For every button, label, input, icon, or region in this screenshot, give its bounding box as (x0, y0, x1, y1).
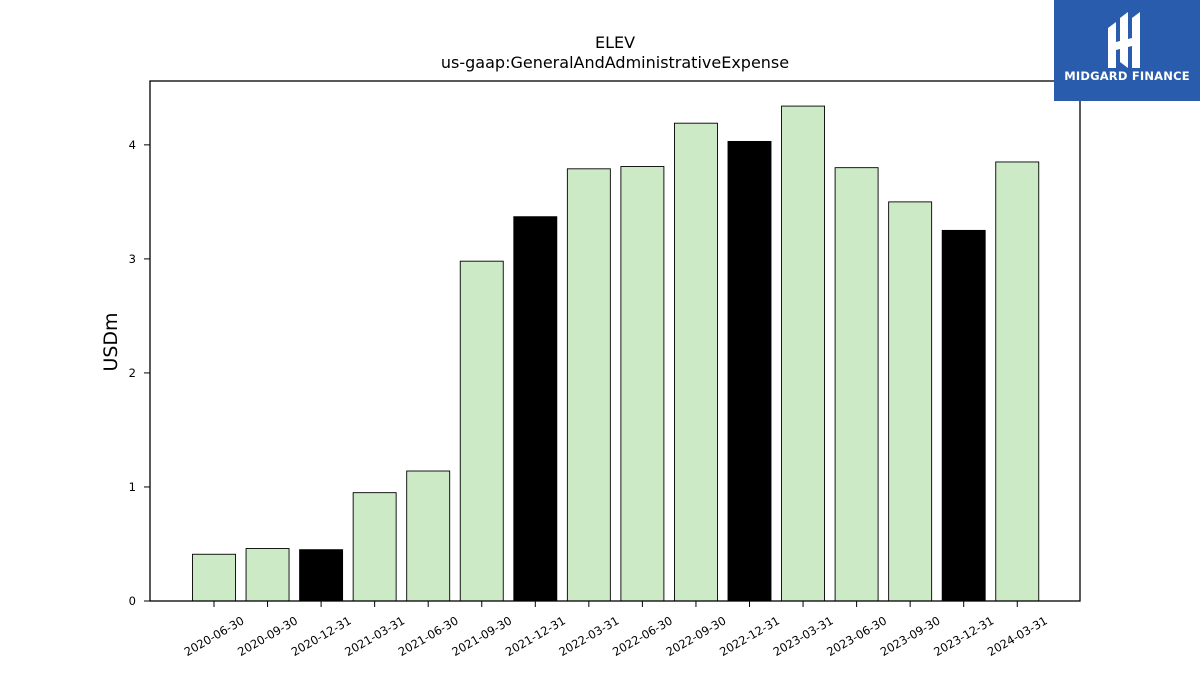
bar-2020-06-30 (192, 553, 236, 602)
y-tick-label: 2 (129, 366, 136, 380)
x-tick-label: 2021-03-31 (342, 613, 407, 659)
y-tick-label: 4 (129, 138, 136, 152)
x-tick-label: 2023-03-31 (771, 613, 836, 659)
bars-group (192, 105, 1040, 602)
bar-2023-12-31 (941, 229, 986, 602)
bar-2023-06-30 (834, 167, 879, 602)
chart-subtitle: us-gaap:GeneralAndAdministrativeExpense (441, 53, 789, 72)
x-tick-label: 2022-03-31 (556, 613, 621, 659)
x-tick-label: 2021-06-30 (396, 613, 461, 659)
bar-2021-06-30 (406, 470, 451, 602)
brand-name: MIDGARD FINANCE (1064, 69, 1190, 83)
bar-2024-03-31 (995, 161, 1040, 602)
bar-2020-12-31 (299, 549, 344, 602)
x-tick-label: 2023-06-30 (824, 613, 889, 659)
x-tick-label: 2022-06-30 (610, 613, 675, 659)
x-tick-label: 2021-12-31 (503, 613, 568, 659)
bar-2023-03-31 (781, 105, 825, 602)
midgard-logo-icon (1108, 12, 1140, 68)
y-tick-label: 3 (129, 252, 136, 266)
x-tick-label: 2020-12-31 (289, 613, 354, 659)
plot-frame (149, 80, 1081, 602)
bar-2021-09-30 (459, 260, 504, 602)
bar-2020-09-30 (245, 548, 290, 602)
x-tick-label: 2020-09-30 (235, 613, 300, 659)
x-tick-label: 2021-09-30 (449, 613, 514, 659)
x-tick-label: 2023-12-31 (931, 613, 996, 659)
brand-logo: MIDGARD FINANCE (1054, 0, 1200, 101)
chart-title: ELEV (595, 33, 635, 52)
bar-2022-09-30 (674, 122, 718, 602)
x-tick-label: 2020-06-30 (182, 613, 247, 659)
y-tick-label: 0 (129, 594, 136, 608)
x-axis-ticks: 2020-06-302020-09-302020-12-312021-03-31… (182, 601, 1050, 659)
bar-2022-03-31 (566, 168, 611, 602)
bar-2021-03-31 (352, 492, 397, 602)
y-axis-label: USDm (100, 312, 122, 371)
x-tick-label: 2022-12-31 (717, 613, 782, 659)
y-tick-label: 1 (129, 480, 136, 494)
bar-2021-12-31 (513, 216, 558, 602)
bar-2023-09-30 (888, 201, 933, 602)
x-tick-label: 2024-03-31 (985, 613, 1050, 659)
x-tick-label: 2023-09-30 (878, 613, 943, 659)
x-tick-label: 2022-09-30 (664, 613, 729, 659)
bar-2022-12-31 (727, 140, 772, 602)
y-axis-ticks: 0 1 2 3 4 (129, 138, 150, 608)
bar-2022-06-30 (620, 166, 665, 602)
